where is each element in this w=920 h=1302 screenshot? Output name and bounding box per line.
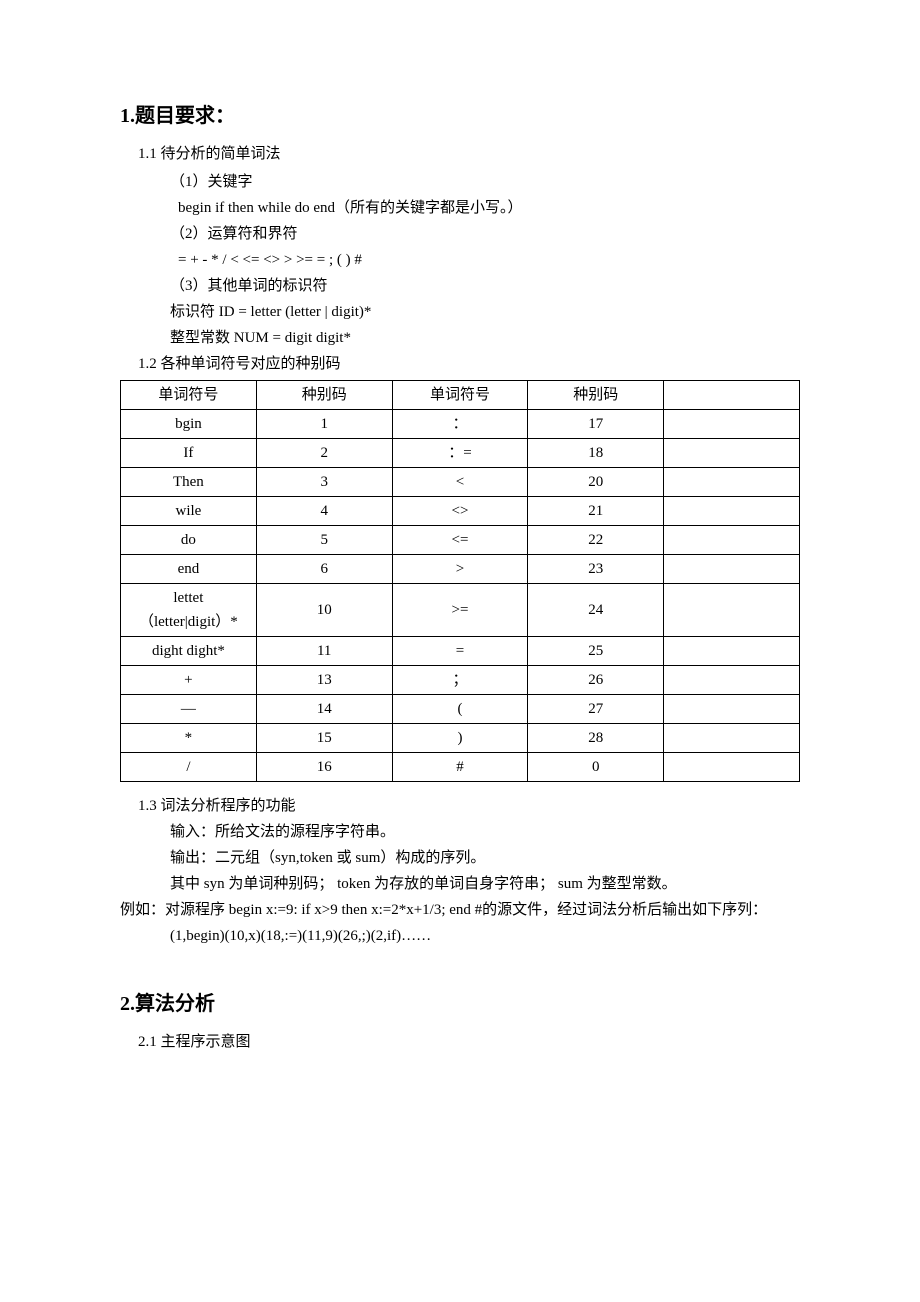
table-cell: 5 bbox=[256, 526, 392, 555]
table-cell: — bbox=[121, 695, 257, 724]
sub3-line5: (1,begin)(10,x)(18,:=)(11,9)(26,;)(2,if)… bbox=[170, 924, 800, 948]
table-row: /16#0 bbox=[121, 753, 800, 782]
table-cell: 4 bbox=[256, 497, 392, 526]
table-cell: > bbox=[392, 555, 528, 584]
subsection-1-2: 1.2 各种单词符号对应的种别码 bbox=[138, 352, 800, 376]
table-row: —14(27 bbox=[121, 695, 800, 724]
table-cell: 16 bbox=[256, 753, 392, 782]
sub3-line3: 其中 syn 为单词种别码； token 为存放的单词自身字符串； sum 为整… bbox=[170, 872, 800, 896]
table-cell: 2 bbox=[256, 439, 392, 468]
table-cell: / bbox=[121, 753, 257, 782]
table-cell: do bbox=[121, 526, 257, 555]
table-cell: # bbox=[392, 753, 528, 782]
item-1-content: begin if then while do end（所有的关键字都是小写。） bbox=[178, 196, 800, 220]
header-c3: 单词符号 bbox=[392, 381, 528, 410]
table-cell-empty bbox=[664, 695, 800, 724]
table-cell: 3 bbox=[256, 468, 392, 497]
header-c1: 单词符号 bbox=[121, 381, 257, 410]
table-cell: * bbox=[121, 724, 257, 753]
token-code-table: 单词符号 种别码 单词符号 种别码 bgin1：17If2：=18Then3<2… bbox=[120, 380, 800, 782]
table-cell: 23 bbox=[528, 555, 664, 584]
item-3-label: （3）其他单词的标识符 bbox=[170, 274, 800, 298]
table-cell: If bbox=[121, 439, 257, 468]
table-cell-empty bbox=[664, 439, 800, 468]
table-cell: 14 bbox=[256, 695, 392, 724]
table-cell: bgin bbox=[121, 410, 257, 439]
table-cell: <= bbox=[392, 526, 528, 555]
table-header-row: 单词符号 种别码 单词符号 种别码 bbox=[121, 381, 800, 410]
table-cell: = bbox=[392, 637, 528, 666]
table-cell-empty bbox=[664, 468, 800, 497]
table-cell: 13 bbox=[256, 666, 392, 695]
table-cell: 18 bbox=[528, 439, 664, 468]
subsection-1-1: 1.1 待分析的简单词法 bbox=[138, 142, 800, 166]
item-3-line2: 整型常数 NUM = digit digit* bbox=[170, 326, 800, 350]
table-row: *15)28 bbox=[121, 724, 800, 753]
sub3-line1: 输入：所给文法的源程序字符串。 bbox=[170, 820, 800, 844]
table-cell: 20 bbox=[528, 468, 664, 497]
table-cell: end bbox=[121, 555, 257, 584]
sub3-line2: 输出：二元组（syn,token 或 sum）构成的序列。 bbox=[170, 846, 800, 870]
table-cell-empty bbox=[664, 584, 800, 637]
table-cell: ； bbox=[392, 666, 528, 695]
table-cell: 1 bbox=[256, 410, 392, 439]
table-row: bgin1：17 bbox=[121, 410, 800, 439]
table-cell: 0 bbox=[528, 753, 664, 782]
table-row: end6>23 bbox=[121, 555, 800, 584]
sub3-line4: 例如：对源程序 begin x:=9: if x>9 then x:=2*x+1… bbox=[120, 898, 800, 922]
table-row: If2：=18 bbox=[121, 439, 800, 468]
subsection-1-3: 1.3 词法分析程序的功能 bbox=[138, 794, 800, 818]
item-1-label: （1）关键字 bbox=[170, 170, 800, 194]
table-cell: ： bbox=[392, 410, 528, 439]
table-cell: <> bbox=[392, 497, 528, 526]
table-cell-empty bbox=[664, 753, 800, 782]
header-c5 bbox=[664, 381, 800, 410]
table-cell: ( bbox=[392, 695, 528, 724]
table-cell: ：= bbox=[392, 439, 528, 468]
table-cell: 24 bbox=[528, 584, 664, 637]
table-cell: Then bbox=[121, 468, 257, 497]
table-cell: 22 bbox=[528, 526, 664, 555]
table-cell: 15 bbox=[256, 724, 392, 753]
table-cell: wile bbox=[121, 497, 257, 526]
section-1-heading: 1.题目要求： bbox=[120, 100, 800, 132]
table-cell-empty bbox=[664, 555, 800, 584]
item-2-label: （2）运算符和界符 bbox=[170, 222, 800, 246]
table-row: do5<=22 bbox=[121, 526, 800, 555]
table-cell-empty bbox=[664, 666, 800, 695]
table-cell-empty bbox=[664, 526, 800, 555]
item-2-content: = + - * / < <= <> > >= = ; ( ) # bbox=[178, 248, 800, 272]
section-2-heading: 2.算法分析 bbox=[120, 988, 800, 1020]
item-3-line1: 标识符 ID = letter (letter | digit)* bbox=[170, 300, 800, 324]
table-cell: 11 bbox=[256, 637, 392, 666]
table-row: dight dight*11=25 bbox=[121, 637, 800, 666]
table-cell-empty bbox=[664, 410, 800, 439]
table-row: lettet（letter|digit）*10>=24 bbox=[121, 584, 800, 637]
table-cell: ) bbox=[392, 724, 528, 753]
table-cell: + bbox=[121, 666, 257, 695]
table-cell: 6 bbox=[256, 555, 392, 584]
subsection-2-1: 2.1 主程序示意图 bbox=[138, 1030, 800, 1054]
table-cell-empty bbox=[664, 637, 800, 666]
table-cell: 27 bbox=[528, 695, 664, 724]
table-cell: dight dight* bbox=[121, 637, 257, 666]
table-row: +13；26 bbox=[121, 666, 800, 695]
table-cell: 26 bbox=[528, 666, 664, 695]
table-row: Then3<20 bbox=[121, 468, 800, 497]
header-c2: 种别码 bbox=[256, 381, 392, 410]
table-cell: lettet（letter|digit）* bbox=[121, 584, 257, 637]
header-c4: 种别码 bbox=[528, 381, 664, 410]
table-cell: 17 bbox=[528, 410, 664, 439]
table-cell: 28 bbox=[528, 724, 664, 753]
table-cell: 10 bbox=[256, 584, 392, 637]
table-cell-empty bbox=[664, 497, 800, 526]
table-cell: 21 bbox=[528, 497, 664, 526]
table-cell: < bbox=[392, 468, 528, 497]
table-row: wile4<>21 bbox=[121, 497, 800, 526]
table-cell: 25 bbox=[528, 637, 664, 666]
table-cell: >= bbox=[392, 584, 528, 637]
table-cell-empty bbox=[664, 724, 800, 753]
